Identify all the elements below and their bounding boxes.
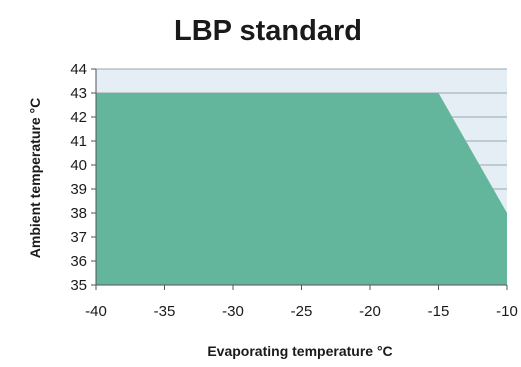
area-series (96, 93, 507, 285)
y-tick-label: 40 (70, 157, 87, 174)
y-tick-label: 42 (70, 109, 87, 126)
chart-title: LBP standard (174, 15, 362, 47)
y-tick-label: 41 (70, 133, 87, 150)
x-axis-title: Evaporating temperature °C (207, 343, 392, 359)
y-tick-label: 35 (70, 277, 87, 294)
y-tick-label: 44 (70, 61, 87, 78)
x-tick-label: -25 (291, 303, 313, 320)
y-tick-label: 43 (70, 85, 87, 102)
y-tick-label: 36 (70, 253, 87, 270)
x-tick-label: -15 (428, 303, 450, 320)
x-tick-label: -40 (85, 303, 107, 320)
x-tick-labels: -40 -35 -30 -25 -20 -15 -10 (85, 285, 518, 320)
y-tick-label: 37 (70, 229, 87, 246)
y-tick-label: 39 (70, 181, 87, 198)
x-tick-label: -20 (359, 303, 381, 320)
y-axis-title: Ambient temperature °C (27, 98, 43, 258)
x-tick-label: -30 (222, 303, 244, 320)
y-tick-labels: 35 36 37 38 39 40 41 42 43 44 (70, 61, 96, 294)
x-tick-label: -10 (496, 303, 518, 320)
y-tick-label: 38 (70, 205, 87, 222)
x-tick-label: -35 (154, 303, 176, 320)
